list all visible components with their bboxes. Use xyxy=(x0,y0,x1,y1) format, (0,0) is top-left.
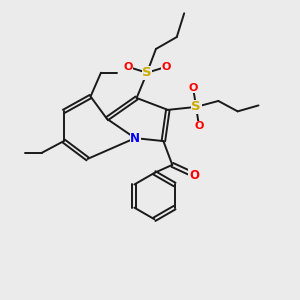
Text: S: S xyxy=(142,66,152,79)
Text: S: S xyxy=(191,100,201,113)
Text: N: N xyxy=(130,132,140,145)
Text: O: O xyxy=(123,62,132,72)
Text: O: O xyxy=(188,82,198,93)
Text: O: O xyxy=(162,62,171,72)
Text: O: O xyxy=(189,169,199,182)
Text: O: O xyxy=(194,121,204,131)
